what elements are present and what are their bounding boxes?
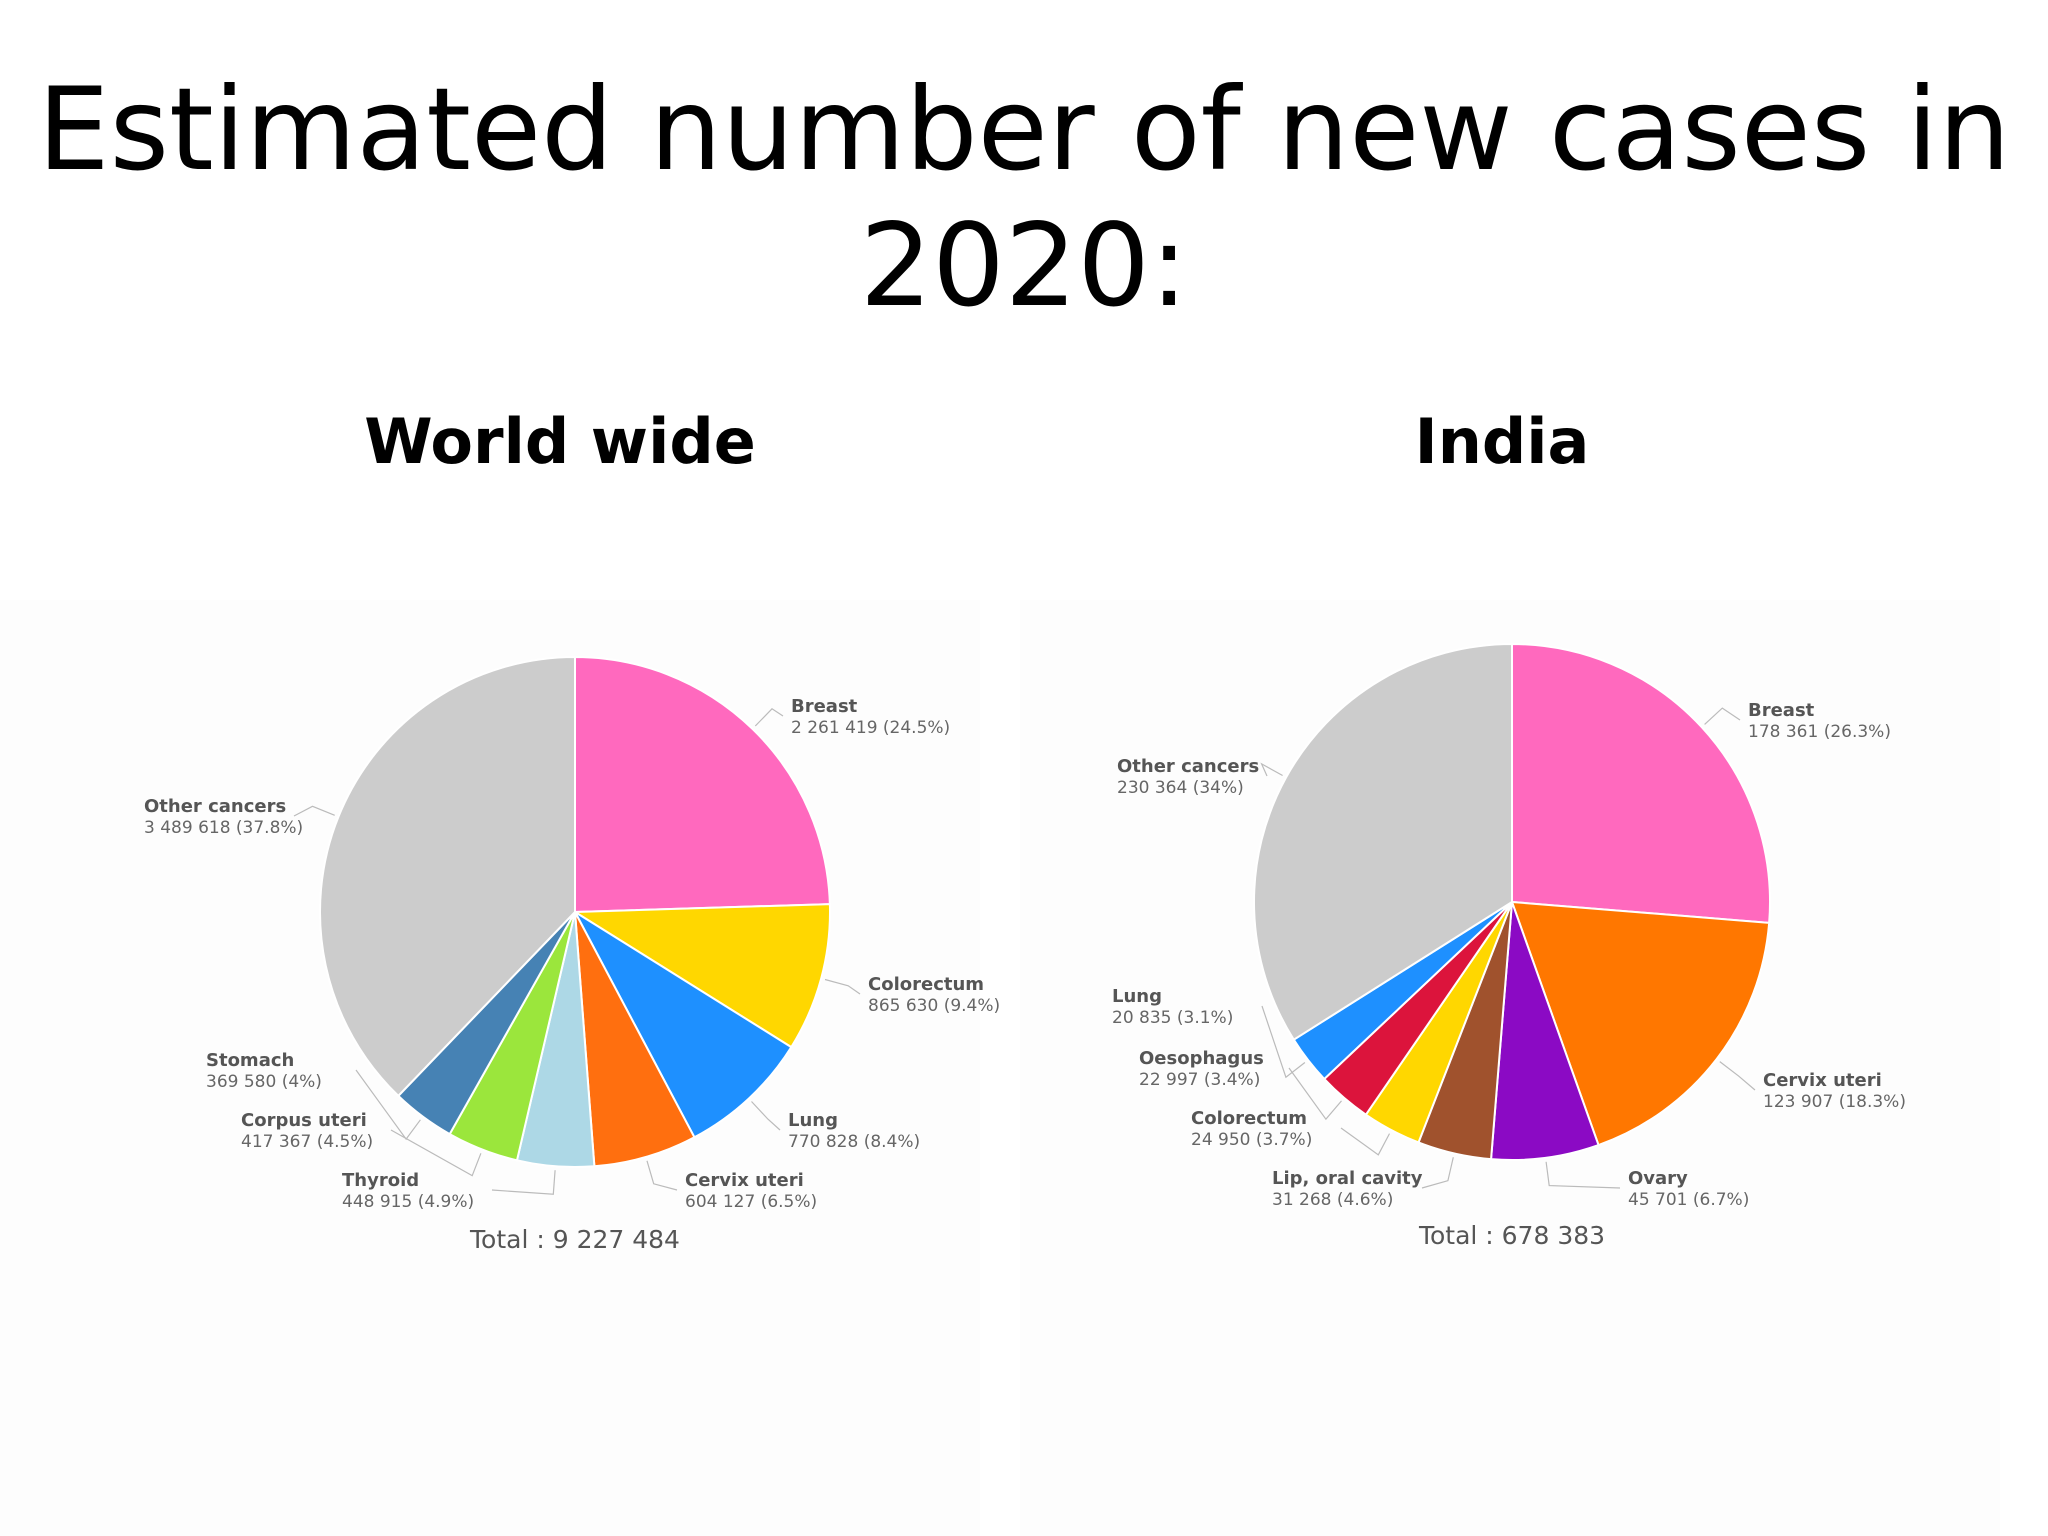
slice-value-breast: 2 261 419 (24.5%) [791,718,950,738]
slice-value-corpus-uteri: 417 367 (4.5%) [241,1132,373,1152]
leader-line-lip-oral-cavity [1421,1157,1454,1189]
slice-label-cervix-uteri: Cervix uteri [1763,1070,1882,1091]
leader-line-other-cancers [1260,762,1283,777]
pie-slice-breast [1511,642,1771,924]
slice-label-other-cancers: Other cancers [144,796,286,817]
leader-line-cervix-uteri [646,1160,678,1191]
slice-value-breast: 178 361 (26.3%) [1748,722,1891,742]
leader-line-oesophagus [1288,1067,1342,1121]
pie-slice-ovary [1489,901,1600,1161]
pie-slice-other-cancers [1253,642,1513,1042]
leader-line-lung [1261,1005,1306,1079]
slice-value-cervix-uteri: 123 907 (18.3%) [1763,1092,1906,1112]
slice-label-stomach: Stomach [206,1050,294,1071]
slice-label-colorectum: Colorectum [1191,1108,1307,1129]
leader-line-stomach [355,1069,421,1141]
slice-value-lung: 20 835 (3.1%) [1112,1008,1233,1028]
leader-line-corpus-uteri [390,1129,482,1177]
slice-value-oesophagus: 22 997 (3.4%) [1139,1070,1260,1090]
slice-label-colorectum: Colorectum [868,974,984,995]
leader-line-cervix-uteri [1719,1061,1756,1091]
slice-label-other-cancers: Other cancers [1117,756,1259,777]
leader-line-breast [1704,707,1741,725]
slice-value-stomach: 369 580 (4%) [206,1072,322,1092]
pie-slice-lung [572,909,793,1139]
slice-value-ovary: 45 701 (6.7%) [1628,1190,1749,1210]
slide-title: Estimated number of new cases in 2020: [37,63,2011,332]
pie-slice-cervix-uteri [1510,900,1771,1147]
pie-slice-colorectum [571,903,831,1049]
leader-line-thyroid [491,1170,556,1195]
slice-label-lip-oral-cavity: Lip, oral cavity [1272,1168,1423,1189]
slice-label-ovary: Ovary [1628,1168,1688,1189]
leader-line-breast [754,708,784,727]
leader-line-colorectum [824,978,861,995]
pie-slice-other-cancers [319,655,576,1098]
leader-line-other-cancers [293,805,335,817]
slice-label-thyroid: Thyroid [342,1170,419,1191]
leader-line-lung [751,1101,781,1131]
slice-value-other-cancers: 230 364 (34%) [1117,778,1244,798]
slice-label-corpus-uteri: Corpus uteri [241,1110,367,1131]
slice-value-other-cancers: 3 489 618 (37.8%) [144,818,303,838]
slice-label-cervix-uteri: Cervix uteri [685,1170,804,1191]
india-chart-heading: India [1414,405,1590,478]
slice-label-breast: Breast [791,696,858,717]
slice-value-cervix-uteri: 604 127 (6.5%) [685,1192,817,1212]
leader-line-colorectum [1340,1127,1391,1156]
slice-value-colorectum: 865 630 (9.4%) [868,996,1000,1016]
slice-label-lung: Lung [1112,986,1162,1007]
leader-line-ovary [1545,1161,1621,1189]
slice-label-oesophagus: Oesophagus [1139,1048,1264,1069]
slice-value-thyroid: 448 915 (4.9%) [342,1192,474,1212]
slice-label-lung: Lung [788,1110,838,1131]
slice-value-colorectum: 24 950 (3.7%) [1191,1130,1312,1150]
india-total-label: Total : 678 383 [1418,1221,1605,1250]
slice-label-breast: Breast [1748,700,1815,721]
world-chart-heading: World wide [364,405,756,478]
slice-value-lip-oral-cavity: 31 268 (4.6%) [1272,1190,1393,1210]
world-total-label: Total : 9 227 484 [469,1225,680,1254]
slice-value-lung: 770 828 (8.4%) [788,1132,920,1152]
pie-slice-breast [574,655,831,914]
